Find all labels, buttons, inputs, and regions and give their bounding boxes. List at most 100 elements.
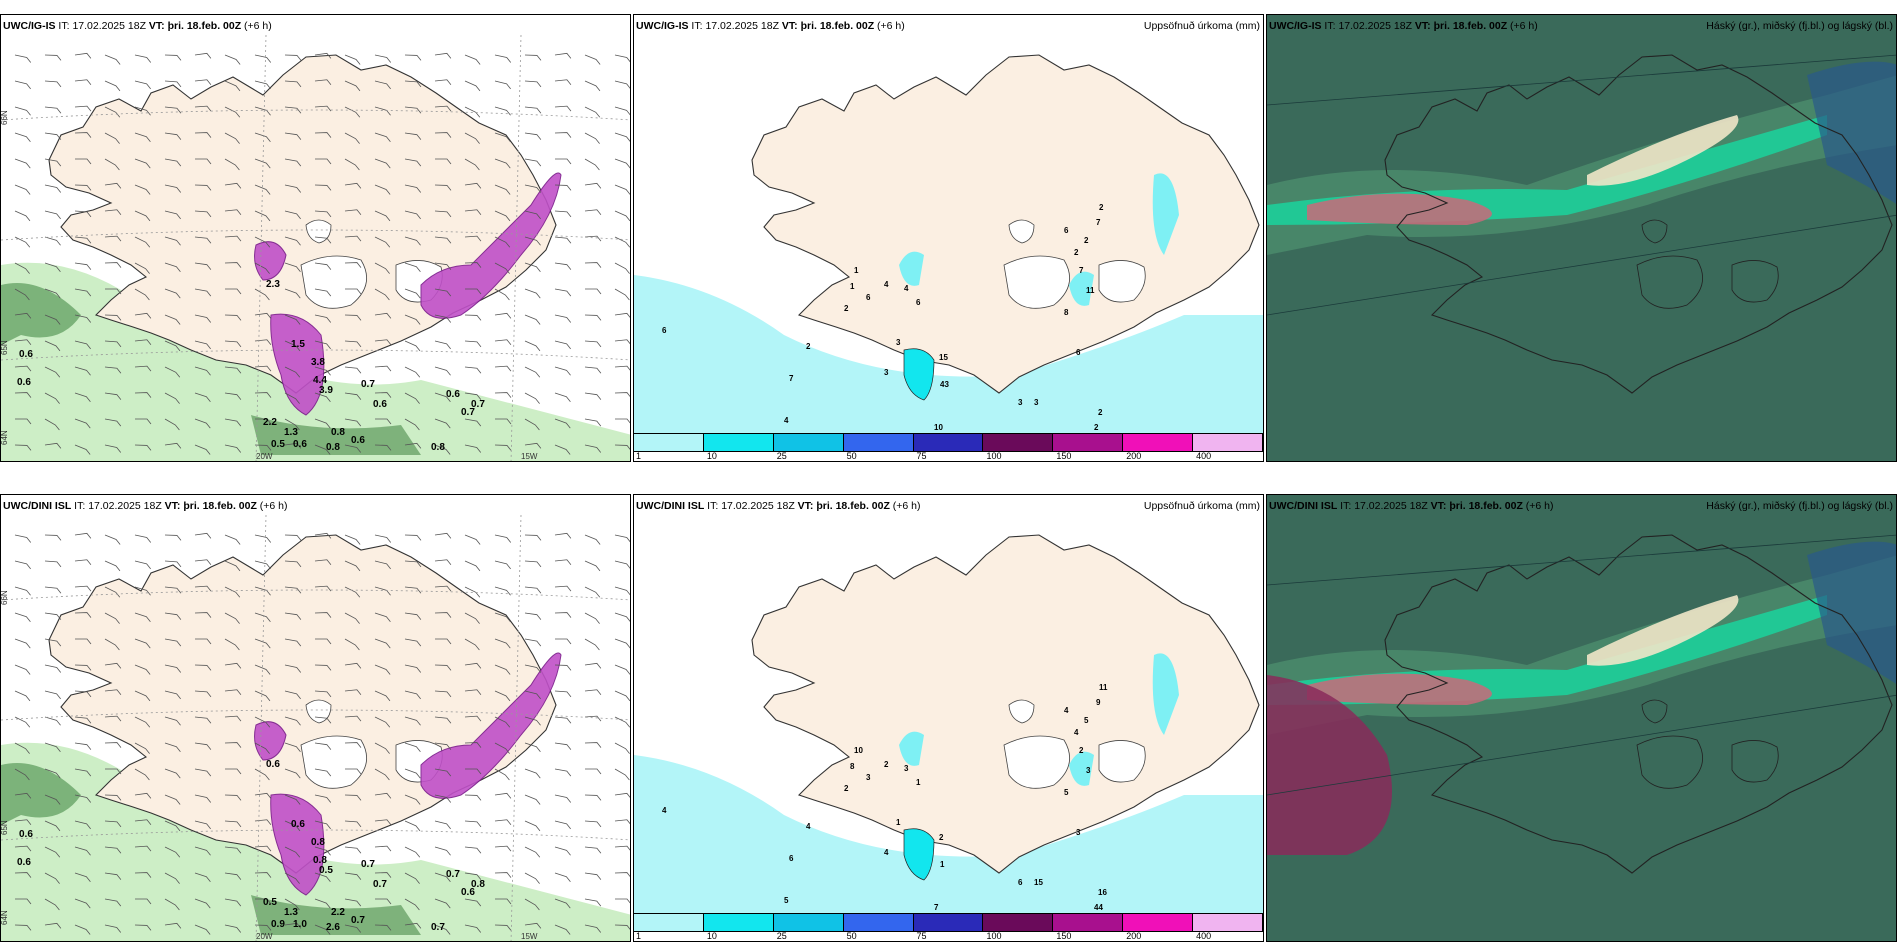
wind-barb xyxy=(314,418,331,429)
wind-barb xyxy=(224,794,242,801)
wind-barb xyxy=(584,638,600,651)
wind-barb xyxy=(164,898,180,911)
wind-barb xyxy=(74,559,92,565)
wind-barb xyxy=(554,585,572,592)
wind-barb xyxy=(344,586,361,598)
wind-barb xyxy=(554,846,571,856)
precip-value: 4 xyxy=(904,284,909,293)
wind-barb xyxy=(164,106,182,114)
wind-barb xyxy=(75,638,92,645)
wind-barb xyxy=(194,768,212,777)
wind-barb xyxy=(614,534,630,543)
wind-barb xyxy=(44,922,62,929)
wind-barb xyxy=(494,80,511,90)
glacier xyxy=(305,699,332,724)
wind-barb xyxy=(104,366,122,374)
wind-barb xyxy=(614,339,630,345)
wind-barb xyxy=(14,80,31,90)
wind-barb xyxy=(224,158,240,171)
wind-barb xyxy=(404,794,421,805)
wind-barb xyxy=(104,182,122,189)
wind-barb xyxy=(555,638,572,645)
wind-barb xyxy=(75,158,92,165)
wind-barb xyxy=(104,54,121,65)
wind-barb xyxy=(44,184,62,193)
wind-barb xyxy=(164,418,180,431)
lon-label: 15W xyxy=(521,452,538,461)
wind-barb xyxy=(104,340,122,348)
wind-barb xyxy=(104,235,122,242)
precip-value: 6 xyxy=(1064,226,1069,235)
wind-value: 0.6 xyxy=(351,435,365,446)
wind-barb xyxy=(134,392,152,398)
wind-barb xyxy=(494,742,510,754)
wind-barb xyxy=(14,924,32,931)
legend-swatch xyxy=(1193,914,1263,931)
legend-swatch xyxy=(1053,914,1124,931)
wind-barb xyxy=(404,560,422,568)
wind-barb xyxy=(494,262,510,274)
wind-barb xyxy=(134,792,152,799)
wind-barb xyxy=(344,132,360,144)
wind-value: 2.6 xyxy=(326,922,340,933)
precip-value: 5 xyxy=(1064,788,1069,797)
wind-barb xyxy=(344,820,362,828)
wind-barb xyxy=(404,314,421,325)
lat-label: 64N xyxy=(1,910,9,925)
wind-value: 0.7 xyxy=(461,407,475,418)
precip-map-panel-1: 62743124361543111033226811762272146 UWC/… xyxy=(633,14,1264,462)
wind-barb xyxy=(344,560,361,572)
wind-barb xyxy=(375,418,392,425)
wind-barb xyxy=(374,768,390,781)
wind-barb xyxy=(584,158,600,171)
wind-barb xyxy=(74,366,91,376)
precip-value: 3 xyxy=(896,338,901,347)
legend-label: 100 xyxy=(986,451,1002,461)
wind-barb xyxy=(374,288,390,301)
wind-barb xyxy=(494,690,511,702)
wind-barb xyxy=(194,444,211,455)
wind-barb xyxy=(584,132,600,144)
precip-value: 6 xyxy=(789,854,794,863)
wind-barb xyxy=(554,52,572,59)
wind-barb xyxy=(554,559,572,565)
wind-barb xyxy=(404,742,421,752)
glacier xyxy=(1641,219,1668,244)
cloud-title: Háský (gr.), miðský (fj.bl.) og lágský (… xyxy=(1706,20,1893,32)
precip-value: 6 xyxy=(662,326,667,335)
precip-legend: 1 10 25 50 75 100 150 200 400 xyxy=(634,913,1263,941)
wind-barb xyxy=(44,106,62,114)
wind-barb xyxy=(584,794,602,801)
wind-barb xyxy=(524,418,540,431)
wind-barb xyxy=(14,742,30,754)
wind-barb xyxy=(164,210,181,220)
wind-barb xyxy=(224,444,242,453)
wind-barb xyxy=(374,365,392,372)
wind-barb xyxy=(614,716,630,728)
wind-barb xyxy=(284,612,302,620)
wind-barb xyxy=(614,288,630,301)
wind-value: 0.7 xyxy=(361,379,375,390)
wind-barb xyxy=(224,54,241,65)
wind-barb xyxy=(164,132,182,140)
legend-label: 200 xyxy=(1126,451,1142,461)
wind-barb xyxy=(584,209,602,215)
wind-barb xyxy=(404,638,422,647)
wind-barb xyxy=(374,924,392,931)
wind-barb xyxy=(434,184,452,191)
glacier xyxy=(1098,260,1146,303)
precip-value: 2 xyxy=(844,304,849,313)
wind-barb xyxy=(254,690,271,702)
wind-barb xyxy=(164,612,182,620)
wind-barb xyxy=(494,586,511,596)
wind-barb xyxy=(164,794,181,805)
wind-barb xyxy=(284,80,302,88)
wind-barb xyxy=(524,314,541,325)
wind-barb xyxy=(74,52,92,59)
wind-barb xyxy=(464,924,482,933)
wind-barb xyxy=(164,80,182,88)
precip-value: 4 xyxy=(1074,728,1079,737)
wind-value: 0.7 xyxy=(446,869,460,880)
wind-barb xyxy=(164,664,182,673)
wind-barb xyxy=(315,158,332,165)
